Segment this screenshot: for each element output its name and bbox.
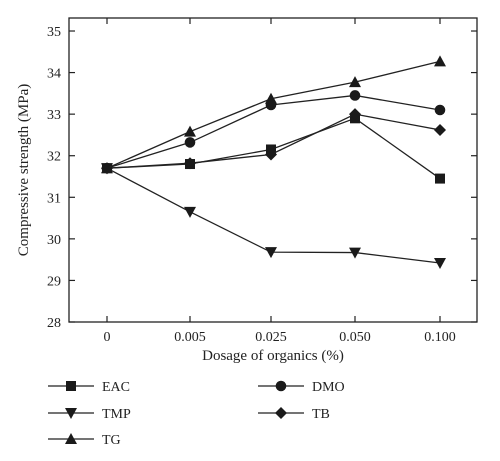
plot-frame bbox=[68, 17, 478, 323]
legend-label-eac: EAC bbox=[102, 380, 130, 395]
legend-marker-dmo bbox=[275, 380, 287, 392]
series-layer bbox=[101, 55, 446, 269]
data-point-tg bbox=[184, 125, 196, 137]
legend-label-tmp: TMP bbox=[102, 407, 131, 422]
x-tick-label: 0.050 bbox=[339, 330, 371, 345]
legend-item-tb: TB bbox=[258, 407, 330, 422]
series-tmp bbox=[101, 163, 446, 269]
data-point-tb bbox=[265, 148, 277, 161]
data-point-tg bbox=[349, 76, 361, 88]
y-tick-label: 28 bbox=[47, 316, 61, 331]
legend-label-tb: TB bbox=[312, 407, 330, 422]
data-point-tmp bbox=[265, 247, 277, 259]
legend-label-tg: TG bbox=[102, 433, 121, 448]
data-point-tmp bbox=[184, 206, 196, 218]
x-axis: 0 0.005 0.025 0.050 0.100 bbox=[104, 18, 456, 345]
series-tg bbox=[101, 55, 446, 174]
data-point-tmp bbox=[349, 247, 361, 259]
legend-marker-tb bbox=[275, 407, 287, 419]
data-point-dmo bbox=[184, 137, 196, 148]
legend-item-tmp: TMP bbox=[48, 407, 131, 422]
y-tick-label: 33 bbox=[47, 108, 61, 123]
x-tick-label: 0.005 bbox=[174, 330, 206, 345]
y-axis-title: Compressive strength (MPa) bbox=[16, 84, 32, 256]
legend-item-tg: TG bbox=[48, 433, 121, 448]
x-tick-label: 0.025 bbox=[255, 330, 287, 345]
x-tick-label: 0.100 bbox=[424, 330, 456, 345]
legend-marker-eac bbox=[66, 381, 76, 391]
y-tick-label: 29 bbox=[47, 274, 61, 289]
data-point-tb bbox=[184, 157, 196, 170]
data-point-tg bbox=[265, 92, 277, 104]
data-point-dmo bbox=[434, 104, 446, 116]
legend-item-dmo: DMO bbox=[258, 380, 345, 395]
x-tick-label: 0 bbox=[104, 330, 111, 345]
legend-item-eac: EAC bbox=[48, 380, 130, 395]
data-point-dmo bbox=[349, 90, 361, 101]
y-tick-label: 30 bbox=[47, 233, 61, 248]
legend-marker-tg bbox=[65, 433, 77, 444]
data-point-tg bbox=[434, 55, 446, 67]
legend: EAC DMO TMP TB TG bbox=[48, 380, 345, 448]
legend-marker-tmp bbox=[65, 408, 77, 419]
series-tb bbox=[101, 108, 446, 175]
y-tick-label: 32 bbox=[47, 150, 61, 165]
data-point-eac bbox=[435, 173, 445, 184]
series-line-tb bbox=[106, 113, 441, 169]
legend-label-dmo: DMO bbox=[312, 380, 345, 395]
series-eac bbox=[102, 113, 445, 184]
y-tick-label: 34 bbox=[47, 67, 61, 82]
data-point-tg bbox=[101, 162, 113, 174]
x-axis-title: Dosage of organics (%) bbox=[202, 348, 344, 364]
data-point-tb bbox=[349, 108, 361, 121]
y-tick-label: 31 bbox=[47, 191, 61, 206]
data-point-tmp bbox=[434, 257, 446, 269]
data-point-tb bbox=[434, 123, 446, 136]
y-tick-label: 35 bbox=[47, 25, 61, 40]
y-axis: 28 29 30 31 32 33 34 35 bbox=[47, 25, 477, 331]
